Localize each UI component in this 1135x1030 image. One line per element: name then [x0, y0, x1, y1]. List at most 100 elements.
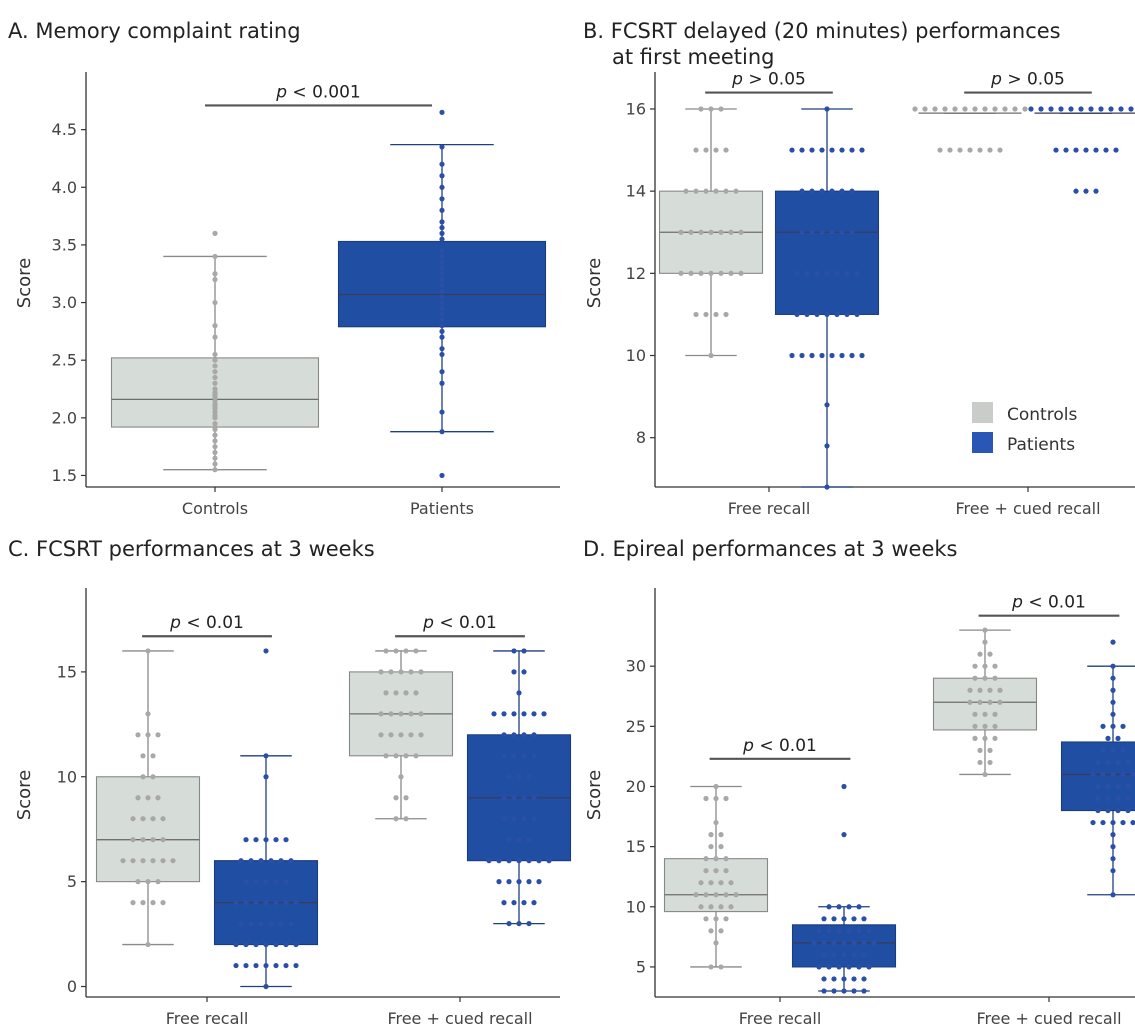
panel-b-x-tick-label: Free + cued recall — [955, 499, 1100, 518]
panel-a-controls-0-data-point — [212, 449, 218, 456]
panel-a-patients-1-data-point — [439, 346, 445, 352]
panel-b-patients-0-data-point — [799, 147, 805, 153]
panel-d-controls-0-data-point — [708, 832, 714, 838]
panel-d-controls-1-data-point — [977, 759, 983, 766]
panel-d-patients-1-data-point — [1125, 783, 1131, 790]
panel-d-y-tick-label: 30 — [626, 657, 646, 676]
panel-d-controls-1-data-point — [987, 699, 993, 705]
panel-c-controls-0-data-point — [150, 858, 156, 864]
panel-c-patients-0-data-point — [263, 879, 269, 885]
panel-c-patients-0-data-point — [273, 879, 279, 885]
panel-d-patients-0-data-point — [831, 976, 837, 982]
panel-d-controls-0-data-point — [713, 868, 719, 874]
panel-c-patients-0-box-group — [213, 648, 319, 990]
panel-d-controls-0-data-point — [713, 783, 719, 790]
panel-b-controls-1-data-point — [967, 147, 973, 153]
panel-a-y-tick-label: 3.5 — [52, 235, 77, 254]
panel-b-pvalue-label: p > 0.05 — [731, 70, 806, 90]
panel-b-patients-0-data-point — [859, 352, 865, 359]
panel-d-patients-1-data-point — [1110, 868, 1116, 874]
panel-c-controls-1-data-point — [408, 711, 414, 717]
panel-a-controls-0-data-point — [212, 467, 218, 473]
panel-c-controls-1-data-point — [393, 816, 399, 822]
panel-d-controls-1-data-point — [972, 723, 978, 729]
panel-d-patients-0-data-point — [846, 904, 852, 910]
panel-d-patients-0-data-point — [826, 904, 832, 910]
panel-c-patients-1-data-point — [516, 690, 522, 696]
panel-c-controls-1-data-point — [398, 774, 404, 780]
panel-b-patients-0-data-point — [839, 147, 845, 153]
panel-b-controls-1-data-point — [932, 106, 938, 112]
panel-c-patients-0-data-point — [263, 983, 269, 990]
panel-a-patients-1-data-point — [439, 161, 445, 167]
panel-a-controls-0-data-point — [212, 380, 218, 386]
panel-d-controls-0-data-point — [698, 904, 704, 910]
panel-d-patients-1-data-point — [1110, 832, 1116, 838]
panel-b-controls-1-data-point — [992, 106, 998, 112]
panel-d-patients-1-data-point — [1095, 783, 1101, 790]
panel-c-controls-0-data-point — [155, 795, 161, 801]
panel-c-controls-1-data-point — [413, 648, 419, 654]
panel-d-controls-1-data-point — [982, 771, 988, 778]
panel-b-patients-0-data-point — [824, 484, 830, 490]
panel-a-y-tick-label: 4.5 — [52, 120, 77, 139]
panel-b-controls-0-data-point — [738, 229, 744, 235]
panel-c-patients-1-data-point — [526, 858, 532, 864]
panel-d-x-tick-label: Free recall — [739, 1009, 822, 1028]
panel-c-patients-0-data-point — [278, 858, 284, 864]
panel-c-patients-1-data-point — [541, 711, 547, 717]
panel-d-patients-1-data-point — [1120, 747, 1126, 753]
panel-a-patients-1-data-point — [439, 207, 445, 213]
panel-d-y-tick-label: 15 — [626, 837, 646, 856]
panel-d-controls-0-data-point — [703, 868, 709, 874]
panel-d-patients-0-data-point — [841, 832, 847, 838]
panel-d-patients-1-data-point — [1115, 759, 1121, 766]
panel-c-controls-1-data-point — [388, 669, 394, 675]
panel-d-patients-1-data-point — [1095, 759, 1101, 766]
panel-c-controls-0-data-point — [145, 711, 151, 717]
panel-c-controls-0-data-point — [140, 774, 146, 780]
panel-c-patients-0-data-point — [233, 900, 239, 906]
panel-b-patients-0-data-point — [809, 352, 815, 359]
panel-c-controls-1-data-point — [393, 753, 399, 759]
panel-c-patients-1-data-point — [516, 858, 522, 864]
panel-c-controls-0-data-point — [150, 837, 156, 843]
panel-a-patients-1-data-point — [439, 248, 445, 254]
panel-c-patients-0-data-point — [263, 941, 269, 948]
panel-b-patients-0-data-point — [849, 147, 855, 153]
panel-c-patients-1-data-point — [486, 858, 492, 864]
panel-d-title: D. Epireal performances at 3 weeks — [583, 537, 957, 561]
panel-d-controls-1-data-point — [977, 699, 983, 705]
legend-swatch-patients — [972, 432, 993, 453]
panel-b-controls-1-data-point — [987, 147, 993, 153]
panel-b-controls-0-data-point — [698, 270, 704, 276]
panel-b-patients-0-data-point — [834, 311, 840, 318]
panel-d-controls-1-data-point — [982, 675, 988, 681]
panel-b-controls-0-data-point — [728, 270, 734, 276]
panel-d-patients-1-data-point — [1115, 795, 1121, 802]
panel-d-patients-0-data-point — [861, 952, 867, 958]
panel-b-controls-0-data-point — [678, 229, 684, 235]
panel-d-patients-0-data-point — [816, 928, 822, 934]
panel-d-pvalue-label: p < 0.01 — [742, 736, 817, 756]
panel-d-patients-0-data-point — [841, 976, 847, 982]
panel-c-controls-1-data-point — [403, 690, 409, 696]
panel-d: D. Epireal performances at 3 weeks Score… — [583, 537, 1135, 1028]
legend-label-patients: Patients — [1007, 435, 1075, 455]
panel-c-controls-1-data-point — [378, 669, 384, 675]
panel-a-controls-0-data-point — [212, 420, 218, 427]
panel-c-patients-1-data-point — [516, 920, 522, 927]
panel-b-patients-1-data-point — [1083, 147, 1089, 153]
panel-b-controls-1-data-point — [937, 147, 943, 153]
panel-c-y-tick-label: 0 — [67, 977, 77, 996]
panel-d-patients-0-data-point — [846, 928, 852, 934]
panel-a-controls-0-data-point — [212, 455, 218, 461]
panel-c-patients-0-data-point — [253, 941, 259, 948]
panel-d-controls-1-data-point — [997, 687, 1003, 693]
panel-a-patients-1-data-point — [439, 328, 445, 334]
panel-a-patients-1-data-point — [439, 311, 445, 317]
panel-d-patients-0-data-point — [821, 952, 827, 958]
panel-b-patients-0-data-point — [824, 270, 830, 276]
panel-d-patients-1-data-point — [1120, 723, 1126, 729]
